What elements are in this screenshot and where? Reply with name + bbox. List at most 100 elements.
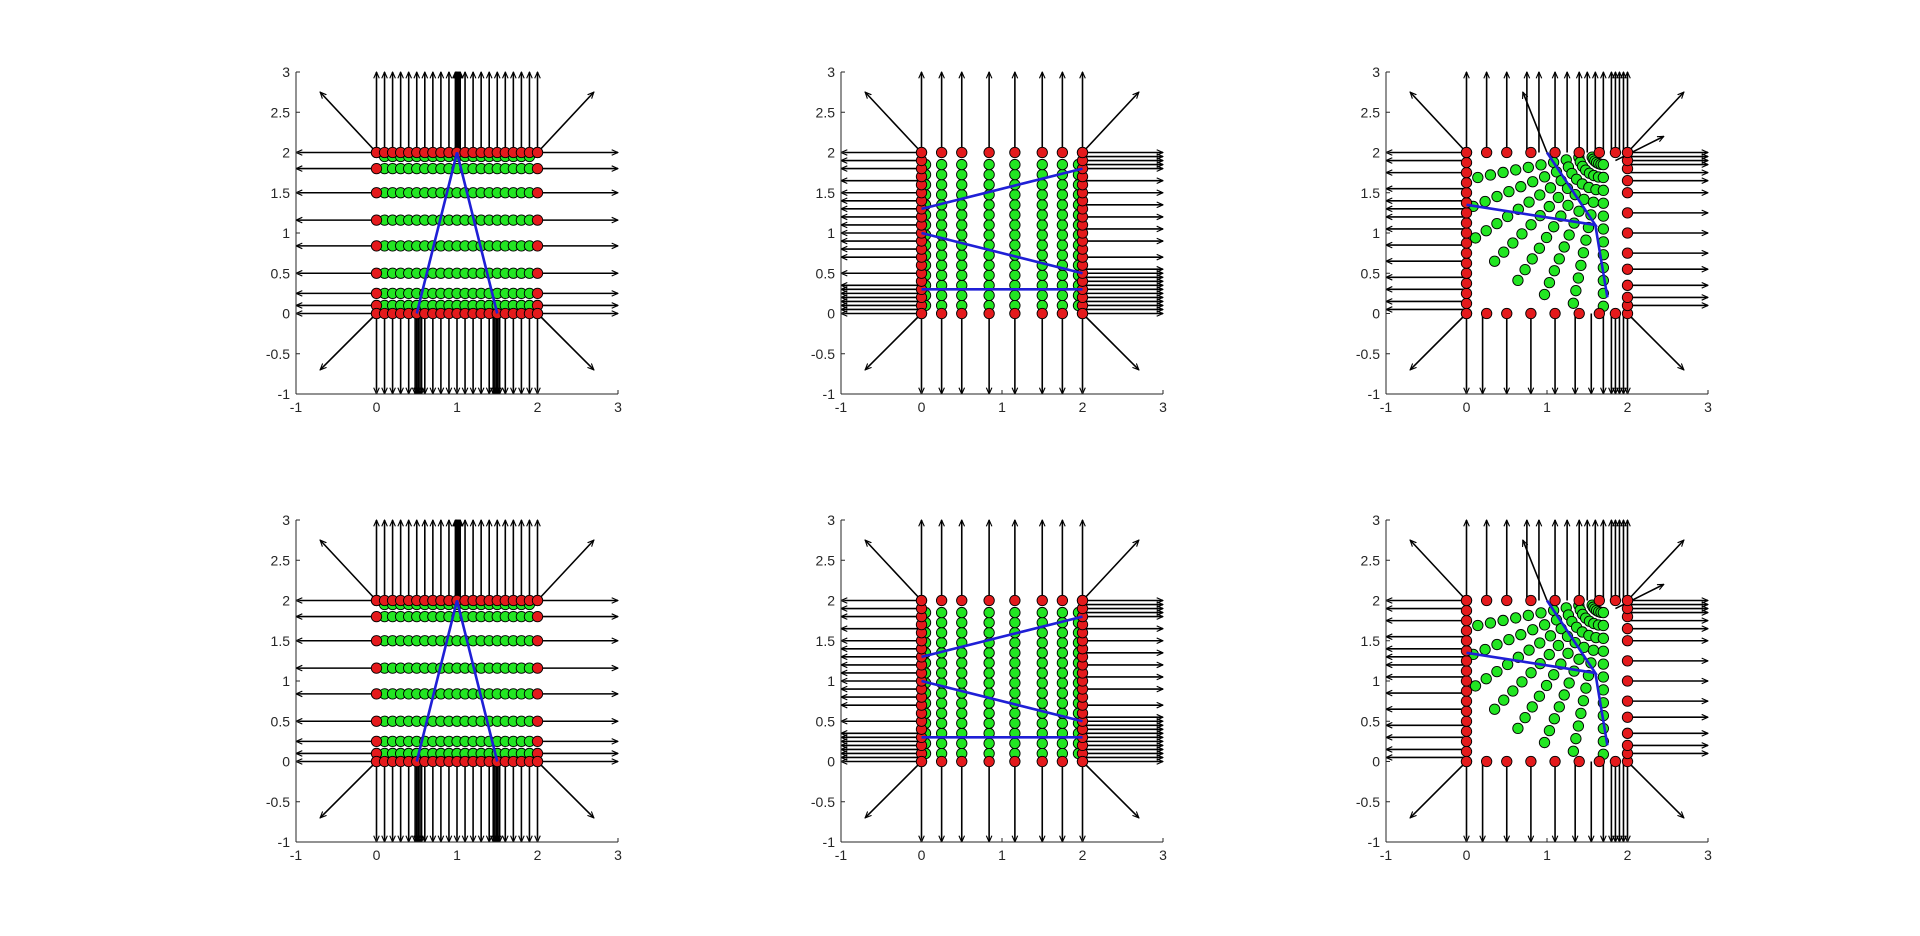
interior-point — [1056, 229, 1069, 241]
interior-point — [1558, 689, 1570, 701]
interior-point — [1056, 606, 1069, 619]
x-tick-label: 2 — [534, 847, 542, 863]
y-tick-label: 1.5 — [271, 633, 291, 649]
boundary-point — [983, 755, 995, 768]
boundary-point — [1056, 594, 1069, 607]
interior-point — [1510, 164, 1522, 176]
interior-point — [1535, 159, 1547, 171]
x-tick-label: 2 — [1079, 847, 1087, 863]
interior-point — [1515, 181, 1527, 193]
interior-point — [1522, 609, 1534, 622]
interior-point — [1009, 239, 1021, 251]
interior-point — [1009, 637, 1021, 649]
boundary-point — [1621, 291, 1634, 304]
boundary-point — [1056, 146, 1069, 159]
y-tick-label: -1 — [823, 834, 836, 850]
boundary-point — [1460, 237, 1473, 249]
interior-point — [1480, 225, 1492, 237]
interior-point — [956, 737, 968, 750]
interior-point — [1575, 707, 1587, 720]
interior-point — [1036, 219, 1048, 231]
interior-point — [983, 657, 995, 669]
boundary-point — [1525, 146, 1537, 159]
boundary-point — [983, 594, 995, 607]
x-tick-label: 1 — [453, 399, 461, 415]
boundary-point — [935, 755, 948, 768]
boundary-point — [1460, 156, 1473, 169]
arrow — [1081, 540, 1139, 602]
arrow — [1081, 312, 1139, 370]
x-tick-label: 1 — [1543, 399, 1551, 415]
blue-polyline — [1594, 224, 1609, 298]
boundary-point — [370, 267, 383, 279]
boundary-point — [1076, 307, 1089, 320]
interior-point — [1036, 647, 1048, 659]
y-tick-label: 0 — [1372, 306, 1380, 322]
interior-point — [956, 717, 968, 729]
interior-point — [1538, 288, 1551, 301]
subplot-row1-col1: -1 0 1 2 3 -1 -0.5 0 0.5 1 1.5 2 2.5 3 — [266, 64, 622, 415]
interior-point — [1056, 249, 1069, 261]
y-tick-label: 3 — [1372, 512, 1380, 528]
interior-point — [1597, 619, 1610, 632]
interior-point — [1036, 627, 1048, 639]
y-tick-label: 3 — [1372, 64, 1380, 80]
arrow — [1081, 760, 1139, 818]
arrow — [320, 312, 378, 370]
interior-point — [1484, 169, 1497, 181]
boundary-point — [1621, 263, 1634, 275]
interior-point — [935, 168, 948, 181]
y-tick-label: 2.5 — [271, 552, 291, 568]
interior-point — [1562, 199, 1574, 212]
interior-point — [1533, 242, 1546, 254]
interior-point — [1597, 171, 1610, 184]
arrow — [536, 540, 594, 602]
interior-point — [1009, 229, 1021, 241]
y-tick-label: -1 — [1368, 386, 1381, 402]
interior-point — [1552, 639, 1565, 652]
interior-point — [1577, 695, 1590, 707]
interior-point — [956, 606, 968, 619]
boundary-point — [1621, 227, 1634, 239]
boundary-point — [1593, 307, 1605, 320]
interior-point — [1009, 707, 1021, 719]
boundary-point — [1525, 755, 1537, 768]
boundary-point — [1525, 307, 1537, 320]
interior-point — [983, 737, 995, 750]
x-tick-label: 1 — [453, 847, 461, 863]
boundary-point — [531, 214, 544, 226]
interior-point — [935, 259, 948, 271]
interior-point — [1009, 687, 1021, 699]
interior-point — [983, 627, 995, 639]
interior-point — [1009, 606, 1021, 619]
interior-point — [1056, 199, 1069, 211]
boundary-point — [1460, 604, 1473, 617]
arrow — [1523, 540, 1548, 601]
boundary-point — [1460, 735, 1473, 748]
subplot-row2-col1: -1 0 1 2 3 -1 -0.5 0 0.5 1 1.5 2 2.5 3 — [266, 512, 622, 863]
interior-point — [983, 219, 995, 231]
boundary-point — [1480, 594, 1493, 607]
interior-point — [1036, 657, 1048, 669]
boundary-point — [531, 240, 544, 252]
interior-point — [1009, 199, 1021, 211]
boundary-point — [1621, 279, 1634, 291]
boundary-point — [1460, 187, 1473, 199]
boundary-point — [1460, 745, 1473, 758]
arrow — [1410, 540, 1468, 602]
interior-point — [1036, 199, 1048, 211]
interior-point — [1484, 617, 1497, 629]
x-tick-label: -1 — [835, 847, 848, 863]
x-tick-label: 1 — [998, 847, 1006, 863]
interior-point — [1056, 687, 1069, 699]
boundary-point — [1056, 307, 1069, 320]
interior-point — [1479, 195, 1491, 208]
y-tick-label: 2 — [827, 145, 835, 161]
interior-point — [1479, 643, 1491, 656]
interior-point — [935, 269, 948, 281]
boundary-point — [531, 610, 544, 623]
x-tick-label: 2 — [1079, 399, 1087, 415]
interior-point — [1540, 679, 1553, 692]
boundary-point — [935, 146, 948, 159]
boundary-point — [531, 267, 544, 279]
